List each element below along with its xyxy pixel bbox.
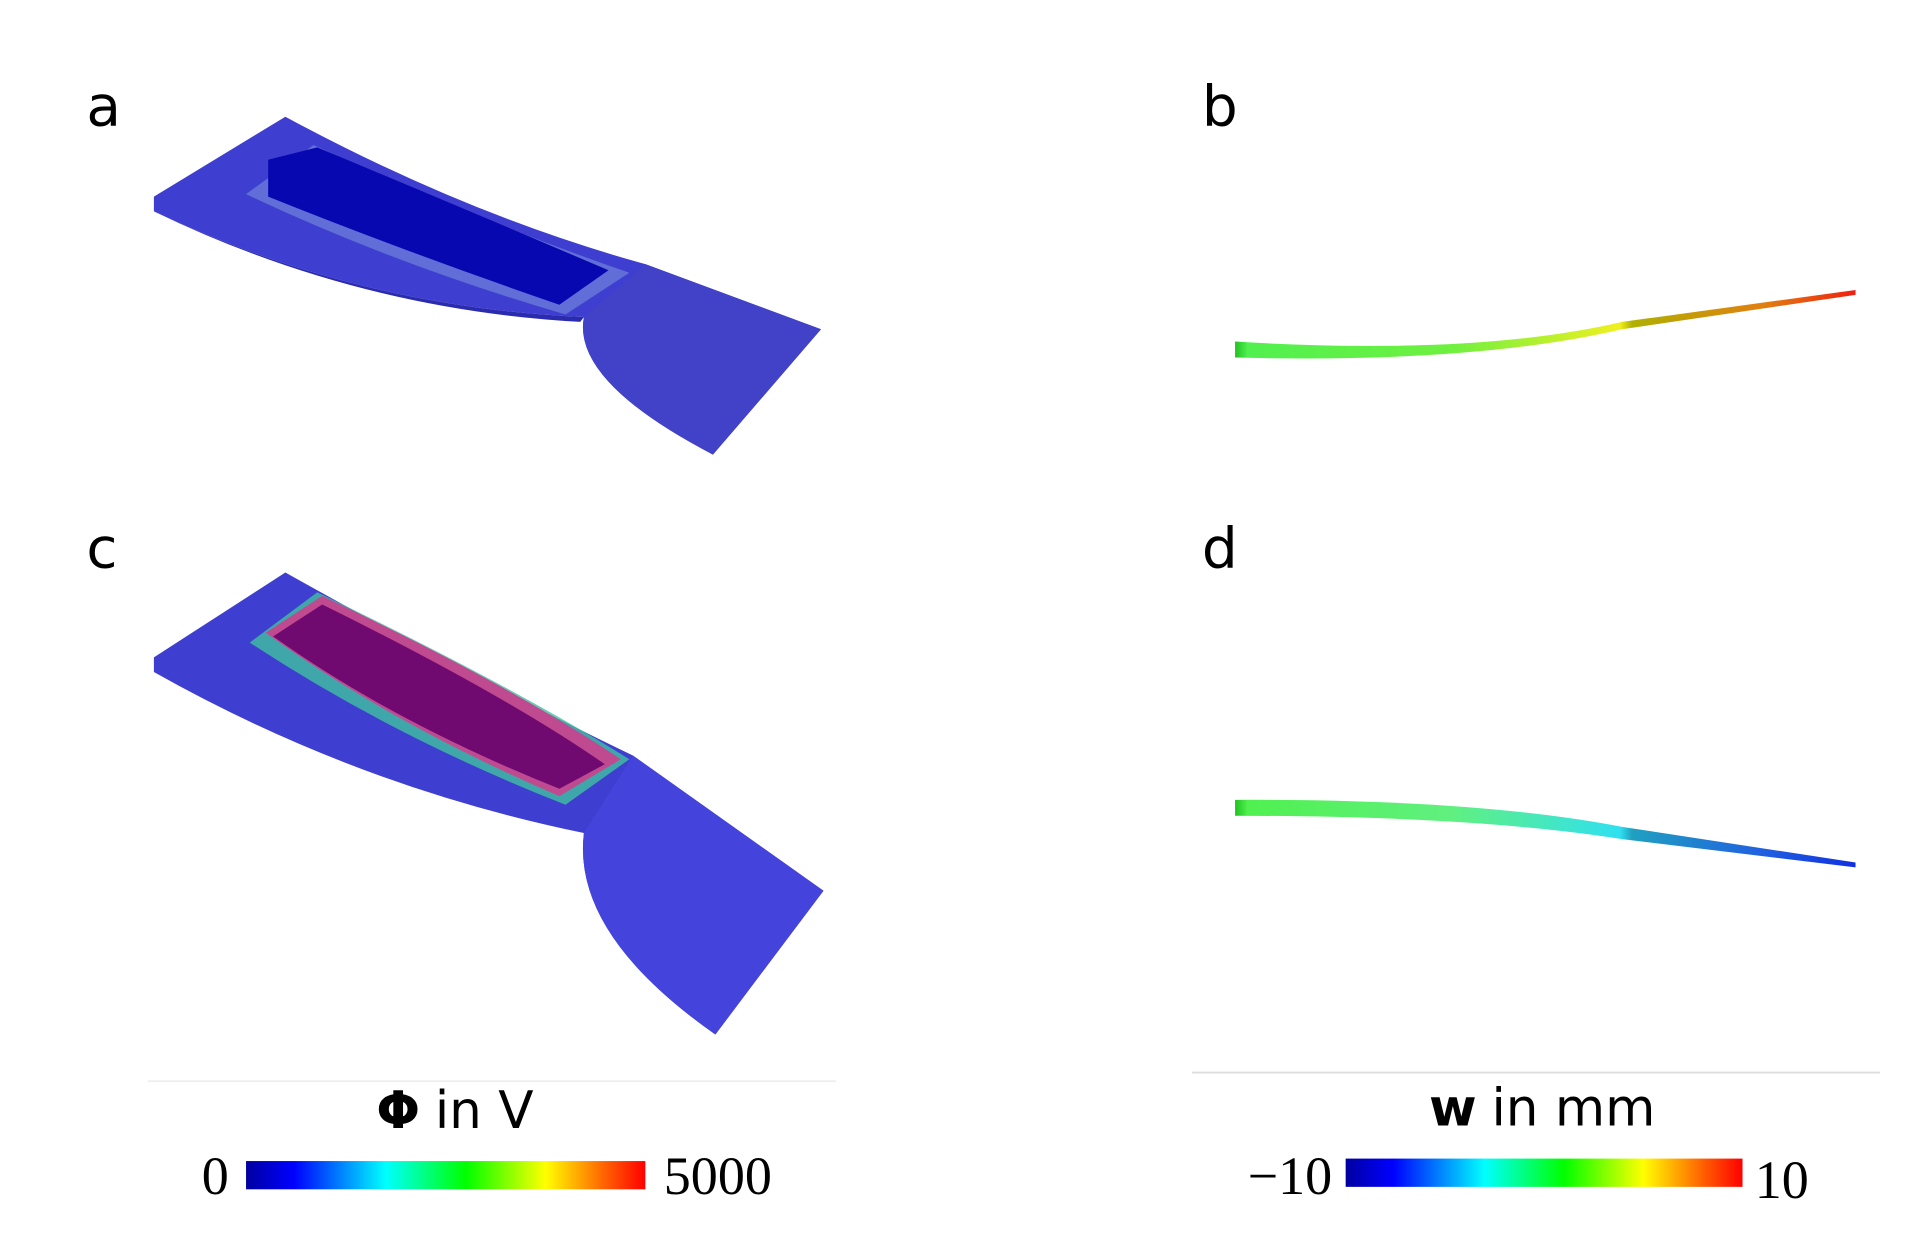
colorbar-symbol: Φ xyxy=(376,1081,420,1141)
beam-d xyxy=(1235,799,1856,868)
colorbar-min: 0 xyxy=(202,1146,229,1206)
panel-label: a xyxy=(86,74,121,139)
colorbar xyxy=(1345,1158,1743,1187)
colorbar-unit: in mm xyxy=(1491,1078,1655,1138)
beam-b xyxy=(1235,289,1856,359)
panel-label: d xyxy=(1202,517,1238,582)
colorbar-max: 10 xyxy=(1755,1150,1809,1210)
plate-a xyxy=(153,116,822,455)
colorbar-unit: in V xyxy=(435,1081,534,1141)
panel-label: c xyxy=(86,517,117,582)
colorbar-symbol: w xyxy=(1429,1078,1477,1138)
colorbar-min: −10 xyxy=(1248,1146,1333,1206)
colorbar xyxy=(246,1161,646,1190)
plate-c xyxy=(153,572,824,1035)
panel-label: b xyxy=(1202,74,1238,139)
colorbar-title: w in mm xyxy=(1429,1078,1655,1138)
colorbar-max: 5000 xyxy=(664,1146,772,1206)
